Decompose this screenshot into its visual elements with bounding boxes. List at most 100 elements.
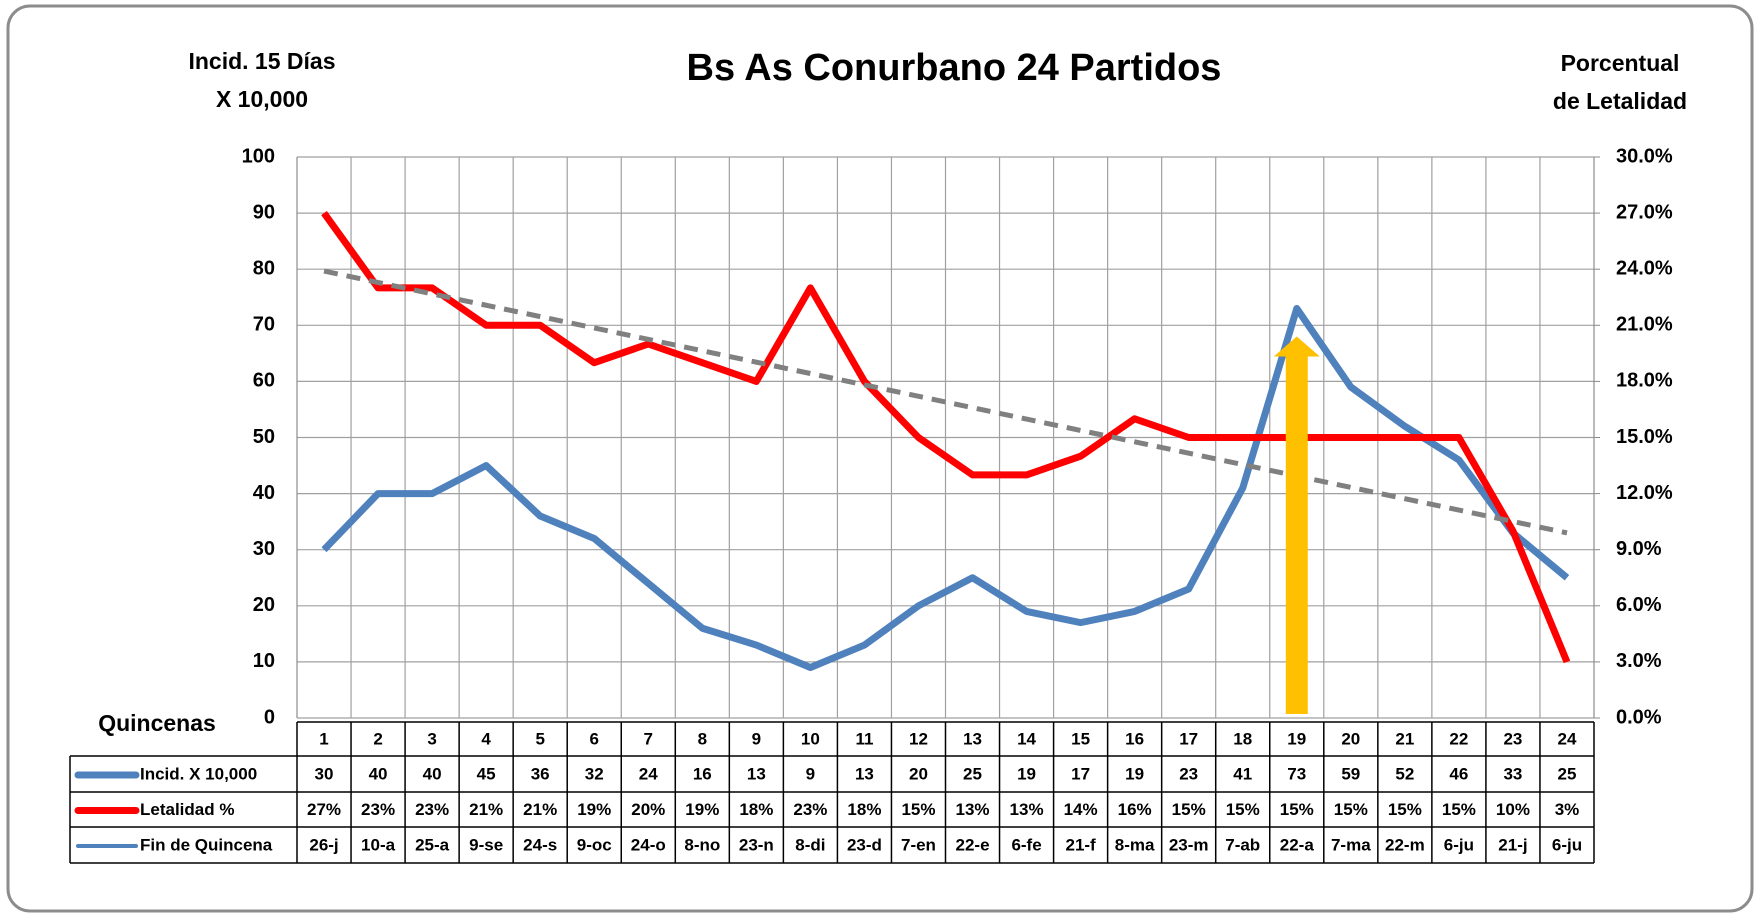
data-label: 18% xyxy=(739,800,773,819)
x-tick-label: 20 xyxy=(1341,729,1360,748)
y-tick-label: 90 xyxy=(253,201,275,223)
data-label: 24 xyxy=(639,764,658,783)
x-tick-label: 6 xyxy=(589,729,598,748)
data-label: 15% xyxy=(1388,800,1422,819)
date-label: 8-di xyxy=(795,835,825,854)
data-label: 16 xyxy=(693,764,712,783)
date-label: 9-se xyxy=(469,835,503,854)
arrow-head xyxy=(1273,336,1320,357)
date-label: 7-ma xyxy=(1331,835,1371,854)
y2-tick-label: 12.0% xyxy=(1616,482,1673,504)
data-label: 15% xyxy=(1442,800,1476,819)
y2-tick-label: 6.0% xyxy=(1616,594,1662,616)
x-tick-label: 22 xyxy=(1449,729,1468,748)
y-title: X 10,000 xyxy=(216,86,308,112)
date-label: 21-f xyxy=(1065,835,1096,854)
date-label: 24-o xyxy=(631,835,666,854)
date-label: 23-d xyxy=(847,835,882,854)
data-label: 18% xyxy=(847,800,881,819)
date-label: 7-en xyxy=(901,835,936,854)
y2-tick-label: 30.0% xyxy=(1616,145,1673,167)
data-label: 15% xyxy=(1334,800,1368,819)
y-tick-label: 80 xyxy=(253,257,275,279)
x-tick-label: 13 xyxy=(963,729,982,748)
date-label: 10-a xyxy=(361,835,396,854)
y2-title: de Letalidad xyxy=(1553,88,1687,114)
data-label: 30 xyxy=(315,764,334,783)
x-tick-label: 9 xyxy=(752,729,761,748)
data-label: 23 xyxy=(1179,764,1198,783)
y-tick-label: 10 xyxy=(253,650,275,672)
y2-tick-label: 24.0% xyxy=(1616,257,1673,279)
date-label: 7-ab xyxy=(1225,835,1260,854)
x-tick-label: 16 xyxy=(1125,729,1144,748)
arrow-shaft xyxy=(1285,354,1308,714)
y2-tick-label: 21.0% xyxy=(1616,314,1673,336)
data-label: 25 xyxy=(963,764,982,783)
date-label: 21-j xyxy=(1498,835,1527,854)
x-tick-label: 21 xyxy=(1395,729,1414,748)
data-label: 13 xyxy=(747,764,766,783)
frame xyxy=(6,4,1754,913)
data-label: 15% xyxy=(901,800,935,819)
data-label: 19% xyxy=(685,800,719,819)
trend-line xyxy=(323,268,1568,536)
x-tick-label: 19 xyxy=(1287,729,1306,748)
data-label: 59 xyxy=(1341,764,1360,783)
data-label: 23% xyxy=(793,800,827,819)
y2-tick-label: 3.0% xyxy=(1616,650,1662,672)
date-label: 6-ju xyxy=(1552,835,1582,854)
data-label: 16% xyxy=(1118,800,1152,819)
x-tick-label: 11 xyxy=(855,729,873,748)
data-label: 15% xyxy=(1280,800,1314,819)
data-label: 45 xyxy=(477,764,496,783)
legend-label: Letalidad % xyxy=(140,800,234,819)
date-label: 6-ju xyxy=(1444,835,1474,854)
y2-tick-label: 18.0% xyxy=(1616,370,1673,392)
y2-tick-label: 9.0% xyxy=(1616,538,1662,560)
x-tick-label: 12 xyxy=(909,729,928,748)
data-label: 21% xyxy=(469,800,503,819)
x-tick-label: 23 xyxy=(1503,729,1522,748)
x-tick-label: 14 xyxy=(1017,729,1036,748)
x-tick-label: 15 xyxy=(1071,729,1090,748)
date-label: 26-j xyxy=(309,835,338,854)
data-label: 23% xyxy=(361,800,395,819)
y-tick-label: 60 xyxy=(253,370,275,392)
y-tick-label: 20 xyxy=(253,594,275,616)
y-tick-label: 70 xyxy=(253,314,275,336)
data-label: 3% xyxy=(1555,800,1580,819)
y-tick-label: 40 xyxy=(253,482,275,504)
legend-label: Incid. X 10,000 xyxy=(140,764,257,783)
data-label: 13% xyxy=(1010,800,1044,819)
data-label: 20% xyxy=(631,800,665,819)
date-label: 25-a xyxy=(415,835,450,854)
legend-label: Fin de Quincena xyxy=(140,835,273,854)
y2-tick-label: 27.0% xyxy=(1616,201,1673,223)
y2-tick-label: 15.0% xyxy=(1616,426,1673,448)
data-label: 13% xyxy=(956,800,990,819)
date-label: 9-oc xyxy=(577,835,612,854)
x-tick-label: 7 xyxy=(644,729,653,748)
x-label: Quincenas xyxy=(98,710,216,736)
date-label: 23-n xyxy=(739,835,774,854)
date-label: 8-no xyxy=(684,835,720,854)
data-label: 21% xyxy=(523,800,557,819)
x-tick-label: 10 xyxy=(801,729,820,748)
y-tick-label: 100 xyxy=(242,145,275,167)
data-label: 52 xyxy=(1395,764,1414,783)
data-label: 15% xyxy=(1226,800,1260,819)
data-label: 13 xyxy=(855,764,874,783)
data-label: 17 xyxy=(1071,764,1090,783)
data-label: 25 xyxy=(1558,764,1577,783)
chart-title: Bs As Conurbano 24 Partidos xyxy=(687,47,1222,89)
data-label: 73 xyxy=(1287,764,1306,783)
data-label: 20 xyxy=(909,764,928,783)
data-label: 41 xyxy=(1233,764,1252,783)
date-label: 8-ma xyxy=(1115,835,1155,854)
x-tick-label: 1 xyxy=(319,729,328,748)
y-tick-label: 30 xyxy=(253,538,275,560)
data-label: 14% xyxy=(1064,800,1098,819)
series-line xyxy=(321,211,1571,664)
data-label: 32 xyxy=(585,764,604,783)
